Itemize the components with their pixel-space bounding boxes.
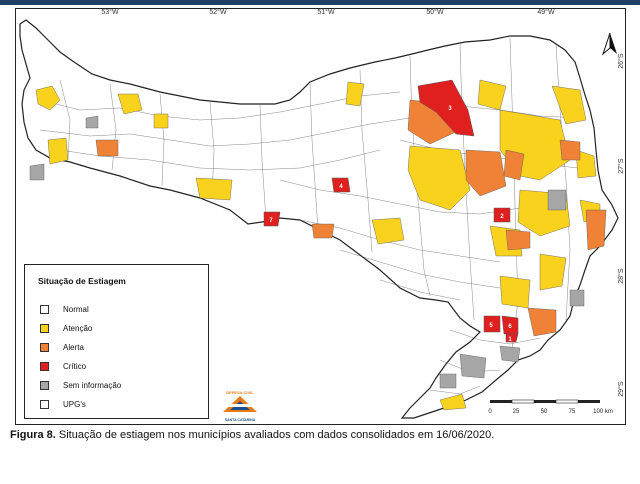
scale-tick-label: 75 [568, 409, 576, 415]
attention-areas [35, 79, 601, 411]
legend-swatch [40, 323, 49, 333]
legend-swatch [40, 342, 49, 352]
longitude-tick-label: 51°W [317, 9, 335, 16]
legend-label: Atenção [63, 323, 93, 333]
legend-swatch [40, 304, 49, 314]
legend-label: Crítico [63, 361, 87, 371]
logo-line2: SANTA CATARINA [224, 418, 256, 422]
defesa-civil-logo: DEFESA CIVIL SANTA CATARINA [221, 390, 259, 422]
legend-item-upgs: UPG's [40, 398, 86, 410]
longitude-tick-label: 49°W [537, 9, 555, 16]
logo-emblem-icon [223, 396, 257, 412]
scale-bar [490, 399, 600, 404]
legend-swatch [40, 380, 49, 390]
critical-marker: 3 [448, 106, 452, 112]
critical-areas [263, 79, 519, 343]
legend-label: Alerta [63, 342, 84, 352]
scale-tick-label: 50 [540, 409, 548, 415]
legend-item-critical: Crítico [40, 360, 86, 372]
legend-item-attention: Atenção [40, 322, 92, 334]
legend-label: Normal [63, 304, 89, 314]
critical-marker: 7 [269, 218, 273, 224]
critical-marker: 1 [508, 337, 512, 343]
north-arrow-icon [601, 32, 617, 56]
critical-marker: 4 [339, 184, 343, 190]
legend-title: Situação de Estiagem [38, 276, 126, 286]
top-color-strip [0, 0, 640, 5]
critical-marker: 2 [500, 214, 504, 220]
scale-tick-label: 100 km [593, 409, 613, 415]
figure-caption-text: Situação de estiagem nos municípios aval… [55, 429, 495, 441]
no-info-areas [29, 115, 585, 389]
scale-tick-label: 25 [512, 409, 520, 415]
legend-swatch [40, 361, 49, 371]
legend-swatch [40, 399, 49, 409]
longitude-tick-label: 50°W [426, 9, 444, 16]
legend-item-alert: Alerta [40, 341, 84, 353]
figure-caption: Figura 8. Situação de estiagem nos munic… [10, 429, 635, 441]
figure-label: Figura 8. [10, 429, 56, 441]
legend-item-normal: Normal [40, 303, 89, 315]
legend-item-no-info: Sem informação [40, 379, 121, 391]
logo-line1: DEFESA CIVIL [226, 390, 254, 395]
map-legend: Situação de Estiagem Normal Atenção Aler… [24, 264, 209, 419]
alert-areas [95, 99, 607, 337]
municipal-boundaries [39, 37, 597, 395]
legend-label: UPG's [63, 399, 86, 409]
critical-marker: 6 [508, 324, 512, 330]
longitude-tick-label: 53°W [101, 9, 119, 16]
scale-tick-label: 0 [488, 409, 492, 415]
longitude-tick-label: 52°W [209, 9, 227, 16]
critical-marker: 5 [489, 323, 493, 329]
legend-label: Sem informação [63, 380, 122, 390]
